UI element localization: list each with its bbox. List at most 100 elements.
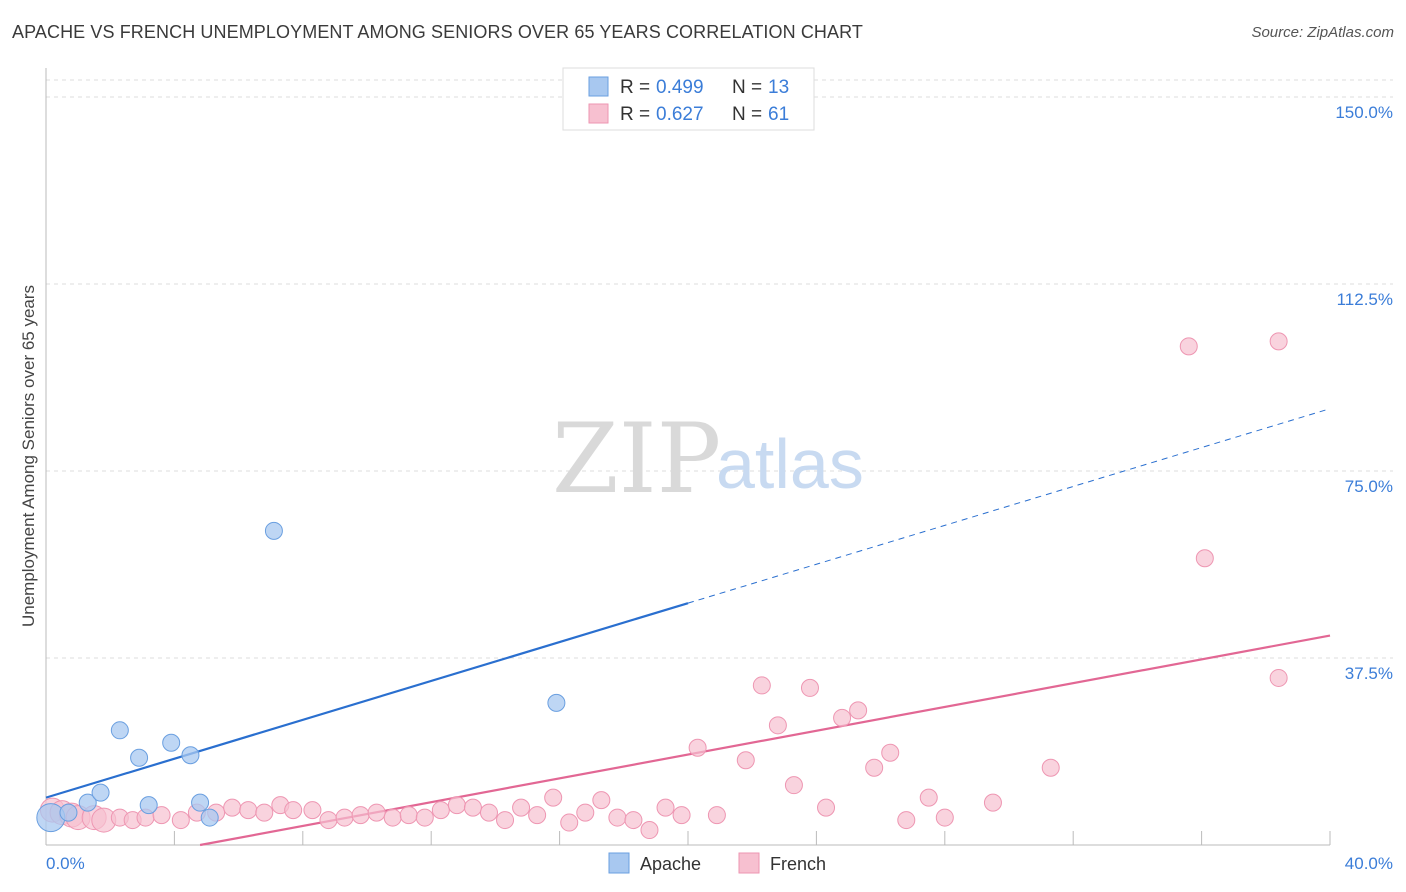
french-point [496, 811, 515, 830]
french-point [817, 798, 836, 817]
french-point [383, 808, 402, 827]
french-point [351, 806, 370, 825]
apache-point [110, 721, 129, 740]
french-point [447, 796, 466, 815]
bottom-legend-swatch-apache [608, 852, 630, 874]
legend-n-label-french: N = [732, 104, 762, 125]
legend-swatch-apache [588, 76, 609, 97]
french-point [479, 803, 498, 822]
series-legend: Apache French [608, 852, 826, 874]
french-point [768, 716, 787, 735]
apache-point [91, 783, 110, 802]
french-point [881, 743, 900, 762]
apache-point [162, 733, 181, 752]
french-point [707, 806, 726, 825]
french-point [897, 811, 916, 830]
french-point [800, 678, 819, 697]
watermark: ZIP atlas [552, 403, 864, 515]
apache-point [264, 521, 283, 540]
legend-n-label-apache: N = [732, 77, 762, 98]
legend-r-label-apache: R = [620, 77, 650, 98]
french-point [152, 806, 171, 825]
legend-swatch-french [588, 103, 609, 124]
axes [45, 68, 1331, 846]
french-point [335, 808, 354, 827]
french-point [1269, 668, 1288, 687]
bottom-legend-label-apache: Apache [640, 854, 701, 874]
french-point [319, 811, 338, 830]
watermark-atlas: atlas [716, 425, 864, 503]
french-point [528, 806, 547, 825]
french-point [576, 803, 595, 822]
french-point [367, 803, 386, 822]
y-tick-label-1: 75.0% [1345, 477, 1393, 496]
french-point [1041, 758, 1060, 777]
french-point [865, 758, 884, 777]
apache-trend-line-extension [687, 408, 1331, 604]
apache-point [59, 803, 78, 822]
french-point [512, 798, 531, 817]
apache-point [547, 693, 566, 712]
y-tick-label-0: 37.5% [1345, 664, 1393, 683]
french-point [431, 801, 450, 820]
french-point [303, 801, 322, 820]
french-point [849, 701, 868, 720]
legend-n-value-french: 61 [768, 104, 789, 125]
apache-point [139, 796, 158, 815]
y-tick-label-3: 150.0% [1335, 103, 1393, 122]
french-point [736, 751, 755, 770]
stats-legend: R = 0.499 N = 13 R = 0.627 N = 61 [562, 67, 815, 131]
x-tick-labels: 0.0% 40.0% [46, 854, 1393, 873]
french-point [1269, 332, 1288, 351]
apache-point [200, 808, 219, 827]
french-point [919, 788, 938, 807]
french-point [399, 806, 418, 825]
french-point [544, 788, 563, 807]
watermark-zip: ZIP [552, 403, 721, 515]
chart-title: APACHE VS FRENCH UNEMPLOYMENT AMONG SENI… [12, 22, 864, 42]
grid-lines [46, 79, 1393, 659]
french-point [284, 801, 303, 820]
y-axis-label: Unemployment Among Seniors over 65 years [19, 285, 38, 627]
legend-r-value-apache: 0.499 [656, 77, 704, 98]
french-point [1179, 337, 1198, 356]
source-label: Source: ZipAtlas.com [1251, 24, 1394, 41]
x-tick-label-0: 0.0% [46, 854, 85, 873]
french-point [833, 708, 852, 727]
legend-r-label-french: R = [620, 104, 650, 125]
bottom-legend-swatch-french [738, 852, 760, 874]
french-point [983, 793, 1002, 812]
french-point [223, 798, 242, 817]
french-point [784, 776, 803, 795]
french-point [239, 801, 258, 820]
y-tick-labels: 37.5% 75.0% 112.5% 150.0% [1335, 103, 1393, 683]
french-point [688, 738, 707, 757]
french-point [608, 808, 627, 827]
bottom-legend-label-french: French [770, 854, 826, 874]
french-point [592, 791, 611, 810]
french-point [463, 798, 482, 817]
french-point [752, 676, 771, 695]
french-point [656, 798, 675, 817]
french-point [1195, 549, 1214, 568]
apache-point [78, 793, 97, 812]
data-points [36, 332, 1288, 840]
legend-r-value-french: 0.627 [656, 104, 704, 125]
apache-point [130, 748, 149, 767]
french-point [640, 821, 659, 840]
y-tick-label-2: 112.5% [1337, 290, 1393, 309]
french-point [415, 808, 434, 827]
apache-point [191, 793, 210, 812]
french-point [255, 803, 274, 822]
apache-point [36, 803, 66, 833]
apache-trend-line [45, 602, 689, 799]
french-point [935, 808, 954, 827]
x-tick-label-1: 40.0% [1345, 854, 1393, 873]
french-point [560, 813, 579, 832]
french-point [672, 806, 691, 825]
apache-point [181, 746, 200, 765]
french-point [171, 811, 190, 830]
french-point [624, 811, 643, 830]
legend-n-value-apache: 13 [768, 77, 789, 98]
